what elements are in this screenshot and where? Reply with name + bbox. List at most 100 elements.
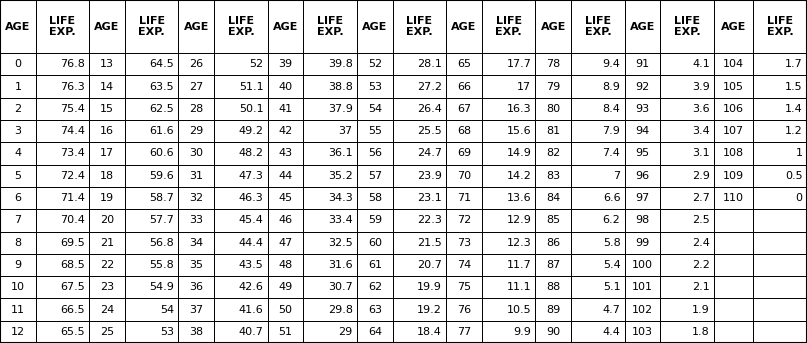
Bar [178,75,214,98]
Bar [178,232,214,254]
Bar [571,0,625,53]
Bar [446,120,482,142]
Bar [90,187,125,209]
Bar [0,298,36,321]
Bar [178,0,214,53]
Text: LIFE
EXP.: LIFE EXP. [228,16,254,37]
Bar [754,254,807,276]
Text: 1: 1 [796,149,803,158]
Bar [303,120,357,142]
Text: 9.4: 9.4 [603,59,621,69]
Text: 38: 38 [190,327,203,337]
Bar [393,298,446,321]
Text: 15: 15 [100,104,114,114]
Text: LIFE
EXP.: LIFE EXP. [317,16,344,37]
Bar [357,0,393,53]
Text: 81: 81 [546,126,560,136]
Bar [446,321,482,343]
Text: 30.7: 30.7 [328,282,353,292]
Text: 85: 85 [546,215,560,225]
Bar [482,187,536,209]
Bar [482,53,536,75]
Bar [393,165,446,187]
Bar [446,98,482,120]
Bar [625,276,660,298]
Bar [393,98,446,120]
Text: 36.1: 36.1 [328,149,353,158]
Text: 3: 3 [15,126,21,136]
Text: 88: 88 [546,282,561,292]
Bar [214,298,268,321]
Bar [754,98,807,120]
Bar [446,75,482,98]
Text: 31: 31 [190,171,203,181]
Text: 65: 65 [457,59,471,69]
Bar [393,0,446,53]
Text: 35.2: 35.2 [328,171,353,181]
Bar [36,209,90,232]
Text: AGE: AGE [451,22,477,32]
Text: 89: 89 [546,305,561,315]
Text: 80: 80 [546,104,560,114]
Text: 58: 58 [368,193,382,203]
Bar [393,187,446,209]
Text: 7.9: 7.9 [603,126,621,136]
Bar [0,53,36,75]
Text: 68: 68 [457,126,471,136]
Bar [536,209,571,232]
Text: 65.5: 65.5 [61,327,85,337]
Text: 16: 16 [100,126,114,136]
Text: 1.4: 1.4 [785,104,803,114]
Bar [714,276,754,298]
Text: AGE: AGE [721,22,746,32]
Text: 22.3: 22.3 [417,215,442,225]
Text: 102: 102 [632,305,653,315]
Text: 43: 43 [278,149,293,158]
Text: LIFE
EXP.: LIFE EXP. [406,16,433,37]
Bar [90,165,125,187]
Text: 66: 66 [457,82,471,92]
Bar [714,98,754,120]
Text: 23: 23 [100,282,114,292]
Text: 34.3: 34.3 [328,193,353,203]
Text: 59: 59 [368,215,382,225]
Bar [482,254,536,276]
Text: 5.8: 5.8 [603,238,621,248]
Bar [660,187,714,209]
Text: 1.7: 1.7 [785,59,803,69]
Text: 8: 8 [15,238,22,248]
Text: AGE: AGE [94,22,119,32]
Bar [536,75,571,98]
Text: 72.4: 72.4 [60,171,85,181]
Bar [125,0,178,53]
Bar [482,98,536,120]
Text: 62: 62 [368,282,382,292]
Text: 83: 83 [546,171,560,181]
Bar [36,321,90,343]
Bar [125,298,178,321]
Bar [660,53,714,75]
Text: 67: 67 [457,104,471,114]
Bar [268,209,303,232]
Bar [303,142,357,165]
Bar [754,232,807,254]
Bar [393,53,446,75]
Bar [125,142,178,165]
Bar [446,298,482,321]
Text: 18.4: 18.4 [417,327,442,337]
Text: 53: 53 [368,82,382,92]
Text: 68.5: 68.5 [61,260,85,270]
Text: 51: 51 [278,327,293,337]
Text: 27.2: 27.2 [417,82,442,92]
Text: 9: 9 [15,260,22,270]
Bar [178,209,214,232]
Bar [36,75,90,98]
Bar [36,232,90,254]
Bar [0,321,36,343]
Bar [625,298,660,321]
Bar [714,0,754,53]
Bar [482,232,536,254]
Bar [482,276,536,298]
Bar [0,165,36,187]
Bar [714,321,754,343]
